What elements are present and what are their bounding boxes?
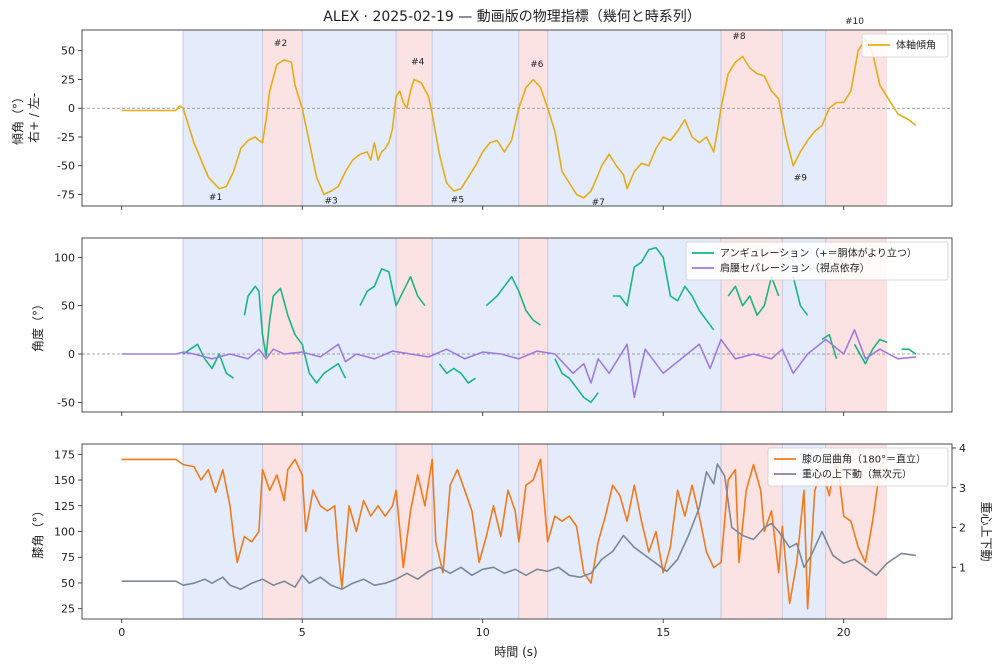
series-line-0-4 bbox=[485, 275, 541, 326]
segment-span-5 bbox=[518, 444, 548, 619]
y-axis-label: 膝角（°） bbox=[31, 504, 45, 558]
x-tick-label-1: 5 bbox=[299, 626, 306, 639]
y-tick-label-2: -25 bbox=[57, 131, 75, 144]
x-tick-label-3: 15 bbox=[656, 626, 670, 639]
segment-span-0 bbox=[183, 238, 263, 412]
y-tick-label-2: 75 bbox=[61, 551, 75, 564]
legend-label-0: アンギュレーション（+＝胴体がより立つ） bbox=[720, 247, 917, 260]
segment-annotation-9: #10 bbox=[845, 17, 864, 27]
segment-annotation-4: #5 bbox=[451, 196, 464, 206]
legend-label-1: 肩腰セパレーション（視点依存） bbox=[720, 262, 870, 275]
x-axis-label: 時間 (s) bbox=[494, 645, 537, 659]
panel-knee-com: 25 50 75 100 125 150 175 1 2 3 4 重心上下動 0 5 10 15 20 膝角（°）… bbox=[31, 442, 993, 639]
y-tick-label-0: -50 bbox=[57, 396, 75, 409]
segment-span-1 bbox=[262, 444, 303, 619]
segment-span-4 bbox=[432, 238, 519, 412]
legend: 膝の屈曲角（180°＝直立） 重心の上下動（無次元） bbox=[767, 447, 949, 487]
segment-annotation-0: #1 bbox=[209, 193, 222, 203]
segment-span-3 bbox=[396, 30, 433, 206]
series-line-0-10 bbox=[853, 338, 888, 365]
segment-span-6 bbox=[547, 30, 721, 206]
series-line-0-0 bbox=[121, 453, 888, 610]
series-line-0-6 bbox=[612, 246, 715, 331]
segment-span-5 bbox=[518, 30, 548, 206]
segment-annotation-3: #4 bbox=[411, 58, 425, 68]
legend-label-1: 重心の上下動（無次元） bbox=[802, 468, 912, 481]
segment-span-2 bbox=[302, 30, 397, 206]
y-right-tick-label-2: 3 bbox=[959, 482, 966, 495]
y-right-tick-label-1: 2 bbox=[959, 522, 966, 535]
panel-angles: -50 0 50 100 角度（°） アンギュレーション（+＝胴体がより立つ） 肩腰セパレー… bbox=[30, 237, 953, 416]
legend-label-0: 体軸傾角 bbox=[896, 39, 936, 52]
y-right-tick-label-3: 4 bbox=[959, 442, 966, 455]
panel-tilt: -75 -50 -25 0 25 50 傾角（°） 右+ / 左- #1 #2 #3 #4 #5 #6 #7… bbox=[11, 17, 953, 210]
y-tick-label-4: 125 bbox=[54, 500, 75, 513]
segment-span-1 bbox=[262, 30, 303, 206]
y-tick-label-3: 100 bbox=[54, 526, 75, 539]
series-line-0-0 bbox=[182, 343, 235, 379]
segment-span-6 bbox=[547, 444, 721, 619]
segment-span-8 bbox=[782, 30, 826, 206]
series-line-1-0 bbox=[121, 463, 917, 590]
series-line-1-0 bbox=[121, 329, 916, 399]
y-tick-label-3: 100 bbox=[54, 251, 75, 264]
legend-box bbox=[767, 447, 949, 487]
y-tick-label-1: 0 bbox=[68, 348, 75, 361]
segment-annotation-6: #7 bbox=[592, 198, 605, 208]
axes-frame bbox=[81, 29, 953, 207]
segment-annotation-5: #6 bbox=[530, 60, 544, 70]
axes-frame bbox=[81, 237, 953, 413]
segment-span-2 bbox=[302, 238, 397, 412]
y-tick-label-2: 50 bbox=[61, 300, 75, 313]
legend: 体軸傾角 bbox=[861, 33, 949, 58]
segment-span-0 bbox=[183, 30, 263, 206]
x-tick-label-2: 10 bbox=[476, 626, 490, 639]
y-tick-label-4: 25 bbox=[61, 73, 75, 86]
legend-box bbox=[685, 241, 949, 281]
segment-annotation-8: #9 bbox=[794, 174, 808, 184]
y-right-tick-label-0: 1 bbox=[959, 561, 966, 574]
series-line-0-3 bbox=[438, 363, 476, 384]
y-tick-label-5: 50 bbox=[61, 45, 75, 58]
segment-span-3 bbox=[396, 444, 433, 619]
series-line-0-0 bbox=[121, 38, 917, 199]
segment-span-4 bbox=[432, 30, 519, 206]
y-tick-label-5: 150 bbox=[54, 474, 75, 487]
chart-title: ALEX · 2025-02-19 — 動画版の物理指標（幾何と時系列） bbox=[323, 9, 700, 25]
y-tick-label-1: 50 bbox=[61, 577, 75, 590]
segment-span-2 bbox=[302, 444, 397, 619]
series-line-0-9 bbox=[821, 333, 838, 360]
series-line-0-5 bbox=[554, 358, 599, 404]
y-tick-label-1: -50 bbox=[57, 160, 75, 173]
y-axis-label: 角度（°） bbox=[30, 298, 45, 352]
y-axis-label-line-1: 右+ / 左- bbox=[26, 93, 41, 143]
series-line-0-11 bbox=[901, 348, 917, 355]
segment-annotation-1: #2 bbox=[274, 39, 287, 49]
y-tick-label-3: 0 bbox=[68, 102, 75, 115]
y-tick-label-0: -75 bbox=[57, 188, 75, 201]
segment-span-7 bbox=[720, 30, 783, 206]
series-line-0-2 bbox=[359, 268, 426, 307]
segment-annotation-7: #8 bbox=[732, 32, 746, 42]
legend-label-0: 膝の屈曲角（180°＝直立） bbox=[802, 453, 926, 466]
x-tick-label-4: 20 bbox=[837, 626, 851, 639]
legend: アンギュレーション（+＝胴体がより立つ） 肩腰セパレーション（視点依存） bbox=[685, 241, 949, 281]
series-line-0-7 bbox=[727, 275, 780, 317]
y-right-axis-label: 重心上下動 bbox=[979, 501, 993, 561]
legend-box bbox=[861, 33, 949, 58]
series-line-0-8 bbox=[792, 276, 809, 316]
x-tick-label-0: 0 bbox=[118, 626, 125, 639]
y-tick-label-0: 25 bbox=[61, 603, 75, 616]
segment-span-3 bbox=[396, 238, 433, 412]
y-tick-label-6: 175 bbox=[54, 448, 75, 461]
series-line-0-1 bbox=[243, 285, 347, 384]
segment-annotation-2: #3 bbox=[324, 197, 337, 207]
y-axis-label-line-0: 傾角（°） bbox=[11, 91, 25, 145]
segment-span-5 bbox=[518, 238, 548, 412]
